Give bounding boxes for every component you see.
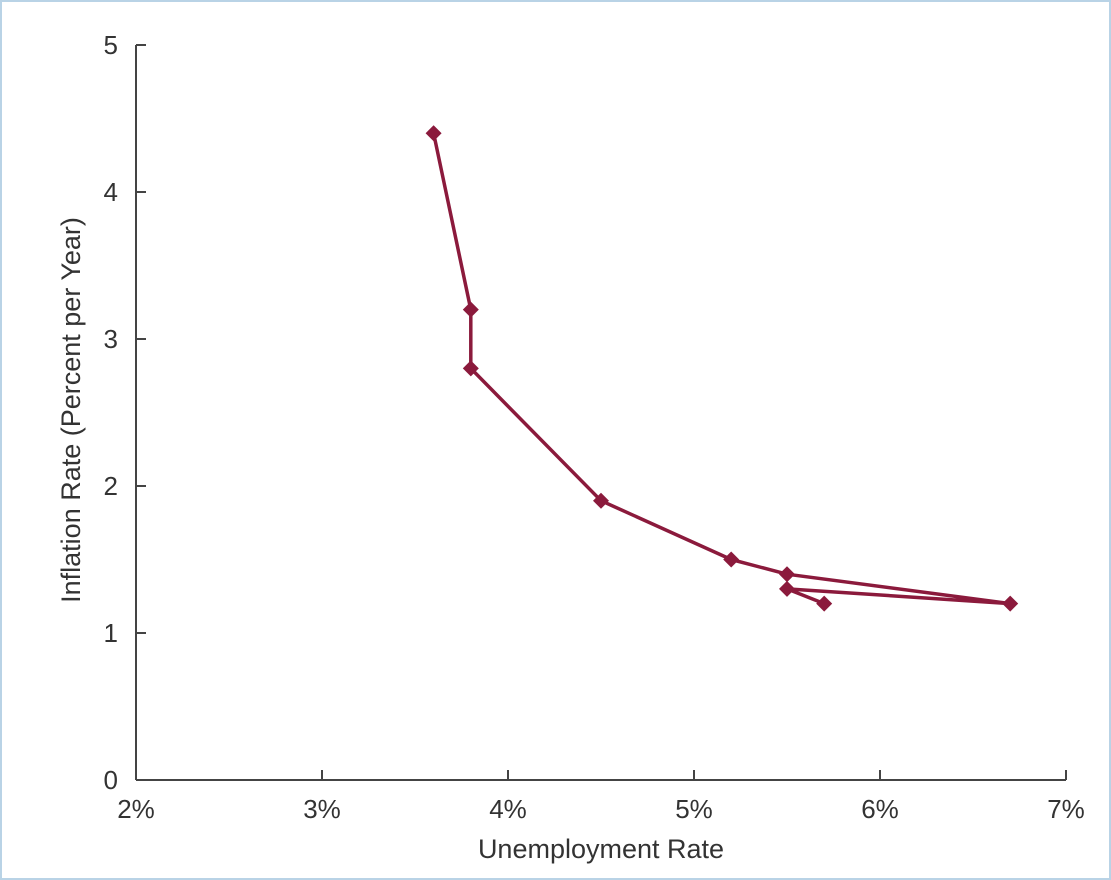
y-tick-label: 3 [104,324,118,354]
data-point [816,595,833,612]
y-tick-label: 4 [104,177,118,207]
y-tick-label: 2 [104,471,118,501]
x-tick-label: 5% [675,794,713,824]
data-point [723,551,740,568]
data-point [779,580,795,597]
x-axis-title: Unemployment Rate [478,834,724,864]
y-axis-title: Inflation Rate (Percent per Year) [56,217,86,603]
x-axis-ticks: 2% 3% 4% 5% 6% 7% [117,770,1085,824]
data-point [593,492,609,509]
x-tick-label: 4% [489,794,527,824]
data-point [462,301,479,318]
data-point [462,360,479,377]
x-tick-label: 3% [303,794,341,824]
axes [135,45,1066,781]
y-tick-label: 5 [104,30,118,60]
data-point [779,566,795,583]
data-point [1002,595,1019,612]
x-tick-label: 2% [117,794,155,824]
y-tick-label: 0 [104,765,118,795]
data-series [425,125,1019,612]
y-axis-ticks: 0 1 2 3 4 5 [104,30,146,795]
x-tick-label: 6% [861,794,899,824]
y-tick-label: 1 [104,618,118,648]
series-line [431,131,1012,606]
data-point [425,125,442,142]
x-tick-label: 7% [1047,794,1085,824]
